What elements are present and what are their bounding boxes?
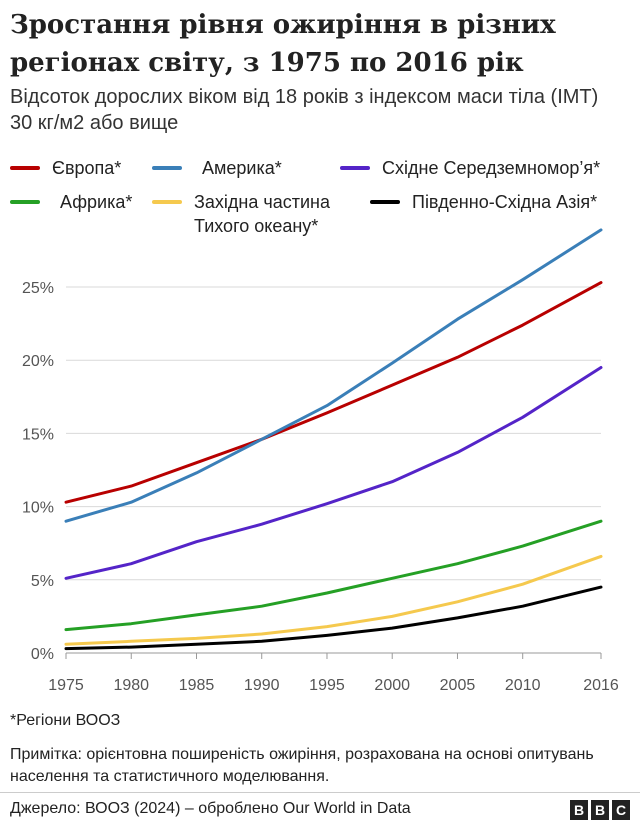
x-tick-label: 2000 (374, 677, 410, 694)
x-tick-label: 2005 (440, 677, 476, 694)
legend-swatch-south-east-asia (370, 200, 400, 204)
series-line-3 (64, 519, 603, 632)
line-chart: 0% 5% 10% 15% 20% 25% 1975 1980 1985 1990 1995 200… (22, 228, 619, 694)
legend-item-americas: Америка* (152, 156, 282, 180)
x-tick-label: 2016 (583, 677, 619, 694)
legend-label-americas: Америка* (202, 158, 282, 178)
y-tick-label: 25% (22, 280, 54, 297)
chart-title: Зростання рівня ожиріння в різних регіон… (10, 10, 556, 78)
legend-item-europe: Європа* (10, 156, 121, 180)
chart-subtitle: Відсоток дорослих віком від 18 років з і… (10, 86, 599, 134)
y-tick-label: 5% (31, 573, 54, 590)
x-axis-tick-labels: 1975 1980 1985 1990 1995 2000 2005 2010 2016 (48, 677, 619, 694)
source-text: Джерело: ВООЗ (2024) – оброблено Our Wor… (10, 800, 411, 817)
bbc-logo: B B C (570, 800, 630, 820)
legend-label-eastern-mediterranean: Східне Середземномор’я* (382, 158, 601, 178)
x-tick-label: 1985 (179, 677, 215, 694)
bbc-logo-letter: C (612, 800, 630, 820)
footer-divider (0, 792, 640, 793)
series-line-4 (64, 554, 603, 646)
legend-swatch-eastern-mediterranean (340, 166, 370, 170)
chart-series-lines (64, 228, 603, 651)
legend-item-eastern-mediterranean: Східне Середземномор’я* (340, 156, 600, 180)
chart-gridlines (65, 286, 602, 659)
legend-item-western-pacific: Західна частина Тихого океану* (152, 190, 364, 238)
legend-swatch-europe (10, 166, 40, 170)
bbc-logo-letter: B (591, 800, 609, 820)
y-tick-label: 20% (22, 353, 54, 370)
legend-label-western-pacific: Західна частина Тихого океану* (194, 192, 330, 236)
x-tick-label: 2010 (505, 677, 541, 694)
x-tick-label: 1995 (309, 677, 345, 694)
legend-item-africa: Африка* (10, 190, 132, 214)
y-axis-tick-labels: 0% 5% 10% 15% 20% 25% (22, 280, 54, 663)
legend-swatch-americas (152, 166, 182, 170)
series-line-2 (64, 366, 603, 580)
legend-label-africa: Африка* (60, 192, 133, 212)
legend-label-south-east-asia: Південно-Східна Азія* (412, 192, 598, 212)
series-line-5 (64, 585, 603, 651)
bbc-logo-letter: B (570, 800, 588, 820)
y-tick-label: 15% (22, 426, 54, 443)
series-line-1 (64, 228, 603, 523)
legend-label-europe: Європа* (52, 158, 122, 178)
legend-swatch-africa (10, 200, 40, 204)
y-tick-label: 0% (31, 646, 54, 663)
methodology-note: Примітка: орієнтовна поширеність ожирінн… (10, 746, 594, 785)
series-line-0 (64, 281, 603, 504)
x-tick-label: 1980 (113, 677, 149, 694)
x-tick-label: 1990 (244, 677, 280, 694)
legend-item-south-east-asia: Південно-Східна Азія* (370, 190, 597, 214)
x-tick-label: 1975 (48, 677, 84, 694)
legend-swatch-western-pacific (152, 200, 182, 204)
y-tick-label: 10% (22, 500, 54, 517)
footnote-regions: *Регіони ВООЗ (10, 712, 121, 729)
